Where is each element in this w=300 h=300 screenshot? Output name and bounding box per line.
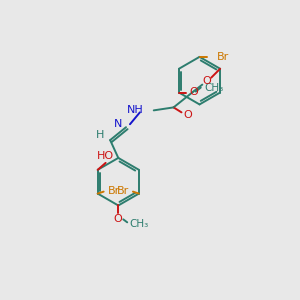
Text: N: N bbox=[114, 119, 122, 129]
Text: Br: Br bbox=[216, 52, 229, 62]
Text: O: O bbox=[190, 86, 199, 97]
Text: H: H bbox=[96, 130, 104, 140]
Text: HO: HO bbox=[97, 151, 114, 161]
Text: CH₃: CH₃ bbox=[205, 82, 224, 93]
Text: NH: NH bbox=[127, 105, 144, 116]
Text: Br: Br bbox=[108, 186, 120, 196]
Text: CH₃: CH₃ bbox=[129, 219, 148, 229]
Text: O: O bbox=[202, 76, 211, 85]
Text: Br: Br bbox=[116, 186, 129, 196]
Text: O: O bbox=[183, 110, 192, 120]
Text: O: O bbox=[113, 214, 122, 224]
